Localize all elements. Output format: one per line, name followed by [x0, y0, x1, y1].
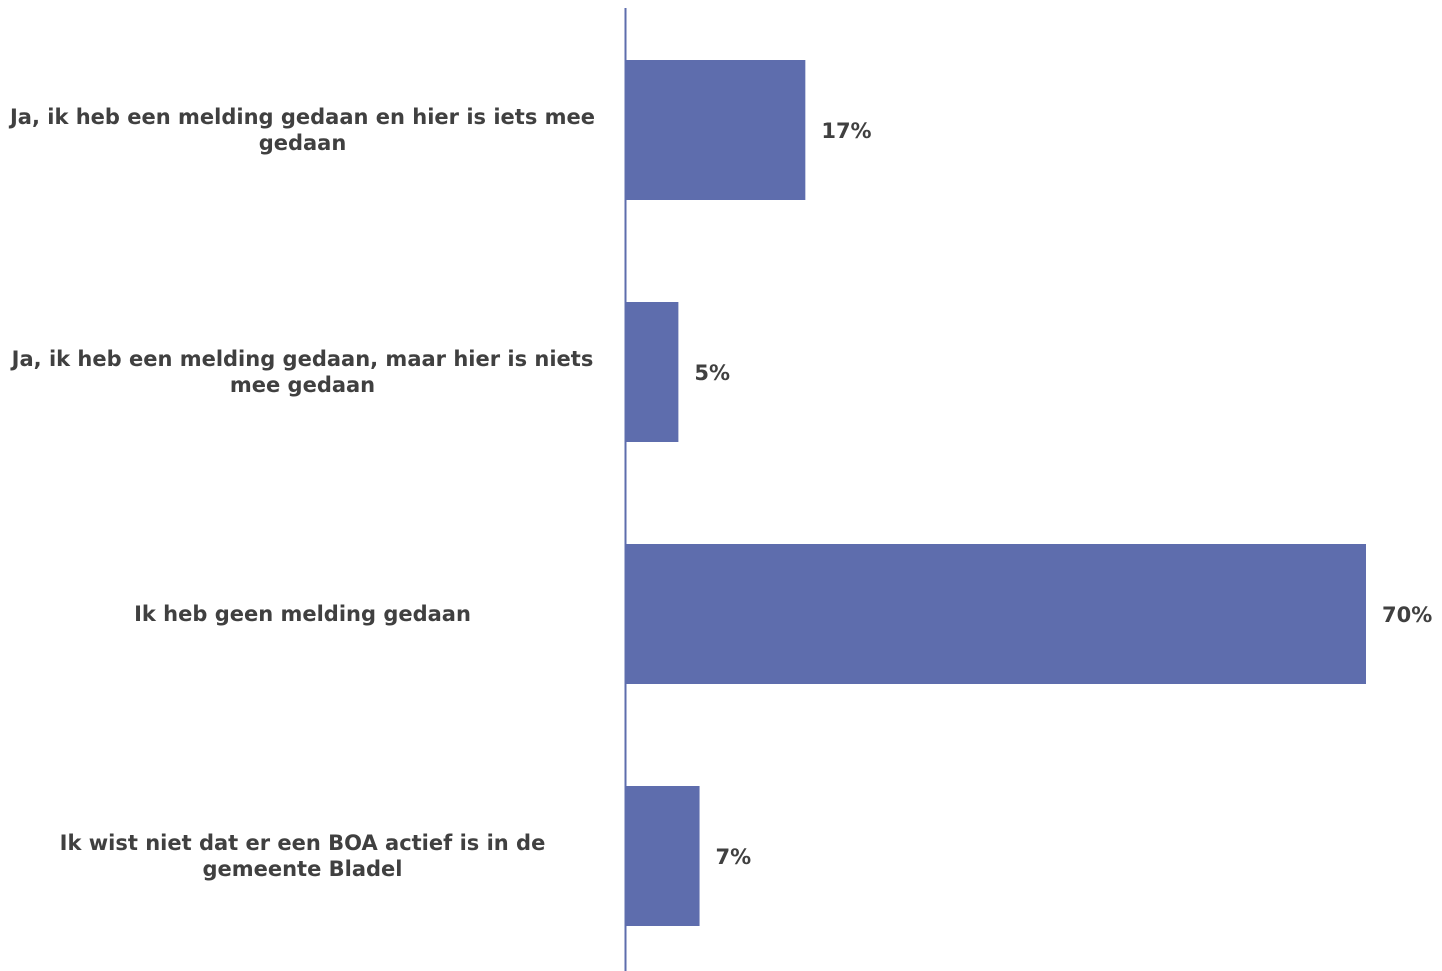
category-label-2: Ja, ik heb een melding gedaan, maar hier…	[0, 346, 605, 398]
category-label-line: Ja, ik heb een melding gedaan, maar hier…	[11, 347, 594, 371]
category-label-line: Ik heb geen melding gedaan	[134, 602, 471, 626]
value-label-4: 7%	[716, 845, 752, 869]
category-label-line: Ik wist niet dat er een BOA actief is in…	[59, 831, 546, 855]
bar-4	[625, 786, 700, 926]
category-label-3: Ik heb geen melding gedaan	[0, 601, 605, 627]
value-labels-group: 17% 5% 70% 7%	[694, 119, 1432, 869]
value-label-1: 17%	[821, 119, 871, 143]
category-label-4: Ik wist niet dat er een BOA actief is in…	[0, 830, 605, 882]
category-label-line: gemeente Bladel	[202, 857, 403, 881]
bars-group	[625, 60, 1366, 926]
category-label-line: gedaan	[258, 131, 347, 155]
bar-1	[625, 60, 806, 200]
bar-2	[625, 302, 679, 442]
category-label-line: mee gedaan	[229, 373, 376, 397]
category-label-line: Ja, ik heb een melding gedaan en hier is…	[9, 105, 596, 129]
category-label-1: Ja, ik heb een melding gedaan en hier is…	[0, 104, 605, 156]
value-label-3: 70%	[1382, 603, 1432, 627]
value-label-2: 5%	[694, 361, 730, 385]
bar-3	[625, 544, 1366, 684]
